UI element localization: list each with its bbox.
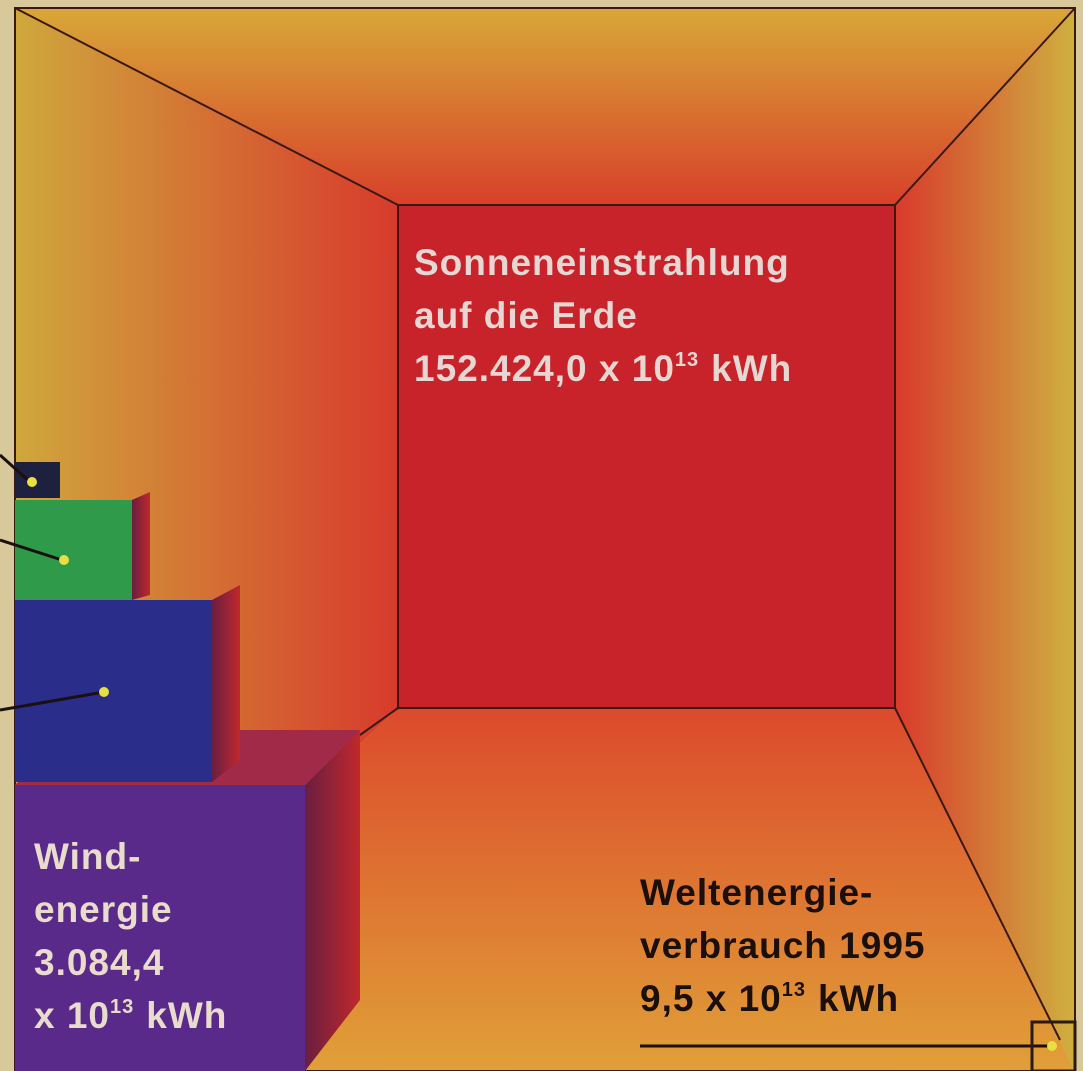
small-box: [15, 462, 60, 498]
unit: kWh: [146, 995, 228, 1036]
value-line: 152.424,0 x 1013 kWh: [414, 342, 792, 395]
back-wall: [398, 205, 895, 708]
ceiling: [15, 8, 1075, 205]
value: 9,5 x 10: [640, 978, 782, 1019]
unit: kWh: [711, 348, 793, 389]
text-line: Sonneneinstrahlung: [414, 242, 790, 283]
box-side: [305, 730, 360, 1071]
text-line: energie: [34, 889, 173, 930]
exponent: 13: [110, 996, 135, 1018]
unit: kWh: [817, 978, 900, 1019]
consumption-label: Weltenergie- verbrauch 1995 9,5 x 1013 kW…: [640, 866, 926, 1025]
right-wall: [895, 8, 1075, 1071]
text-line: Weltenergie-: [640, 872, 874, 913]
box-side: [212, 585, 240, 782]
value: 152.424,0 x 10: [414, 348, 675, 389]
wind-box: [15, 785, 305, 1071]
pointer-lines: [0, 453, 1050, 1048]
value-line: 9,5 x 1013 kWh: [640, 972, 926, 1025]
box-side: [132, 492, 150, 600]
exponent: 13: [674, 349, 700, 371]
sun-label: Sonneneinstrahlung auf die Erde 152.424,…: [414, 236, 792, 395]
value: x 10: [34, 995, 111, 1036]
text-line: verbrauch 1995: [640, 925, 926, 966]
text-line: Wind-: [34, 836, 142, 877]
value-line: x 1013 kWh: [34, 989, 227, 1042]
text-line: auf die Erde: [414, 295, 638, 336]
markers: [27, 477, 1057, 1051]
exponent: 13: [781, 979, 806, 1001]
consumption-box: [1030, 1020, 1077, 1071]
wind-label: Wind- energie 3.084,4 x 1013 kWh: [34, 830, 227, 1042]
text-line: 3.084,4: [34, 942, 165, 983]
blue-box: [15, 600, 212, 782]
